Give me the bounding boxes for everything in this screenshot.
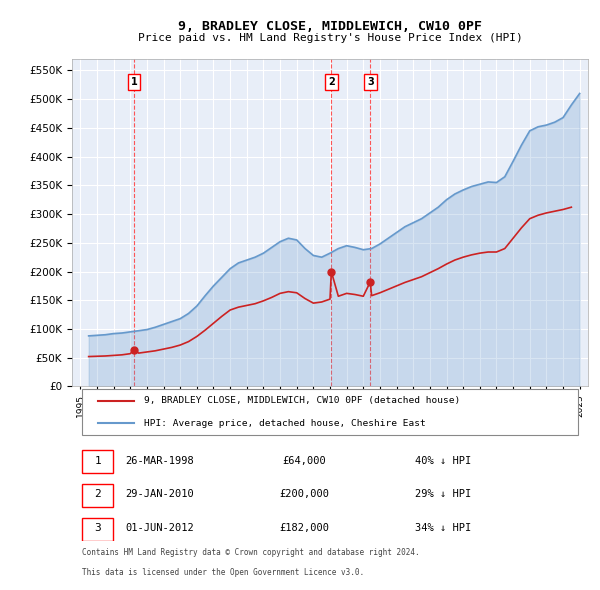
Text: This data is licensed under the Open Government Licence v3.0.: This data is licensed under the Open Gov… — [82, 568, 364, 577]
Text: Contains HM Land Registry data © Crown copyright and database right 2024.: Contains HM Land Registry data © Crown c… — [82, 548, 420, 556]
Text: 2: 2 — [94, 490, 101, 500]
Text: 2: 2 — [328, 77, 335, 87]
Text: 29% ↓ HPI: 29% ↓ HPI — [415, 490, 472, 500]
Text: HPI: Average price, detached house, Cheshire East: HPI: Average price, detached house, Ches… — [144, 419, 426, 428]
Text: 3: 3 — [94, 523, 101, 533]
FancyBboxPatch shape — [82, 450, 113, 473]
Text: 01-JUN-2012: 01-JUN-2012 — [125, 523, 194, 533]
Text: 40% ↓ HPI: 40% ↓ HPI — [415, 455, 472, 466]
Text: 1: 1 — [131, 77, 137, 87]
Text: 9, BRADLEY CLOSE, MIDDLEWICH, CW10 0PF: 9, BRADLEY CLOSE, MIDDLEWICH, CW10 0PF — [178, 20, 482, 33]
FancyBboxPatch shape — [82, 389, 578, 435]
Text: 29-JAN-2010: 29-JAN-2010 — [125, 490, 194, 500]
Text: £64,000: £64,000 — [283, 455, 326, 466]
FancyBboxPatch shape — [82, 484, 113, 507]
Text: £200,000: £200,000 — [279, 490, 329, 500]
FancyBboxPatch shape — [82, 518, 113, 541]
Text: 3: 3 — [367, 77, 374, 87]
Text: 1: 1 — [94, 455, 101, 466]
Text: 34% ↓ HPI: 34% ↓ HPI — [415, 523, 472, 533]
Text: 26-MAR-1998: 26-MAR-1998 — [125, 455, 194, 466]
Text: Price paid vs. HM Land Registry's House Price Index (HPI): Price paid vs. HM Land Registry's House … — [137, 34, 523, 43]
Text: £182,000: £182,000 — [279, 523, 329, 533]
Text: 9, BRADLEY CLOSE, MIDDLEWICH, CW10 0PF (detached house): 9, BRADLEY CLOSE, MIDDLEWICH, CW10 0PF (… — [144, 396, 460, 405]
